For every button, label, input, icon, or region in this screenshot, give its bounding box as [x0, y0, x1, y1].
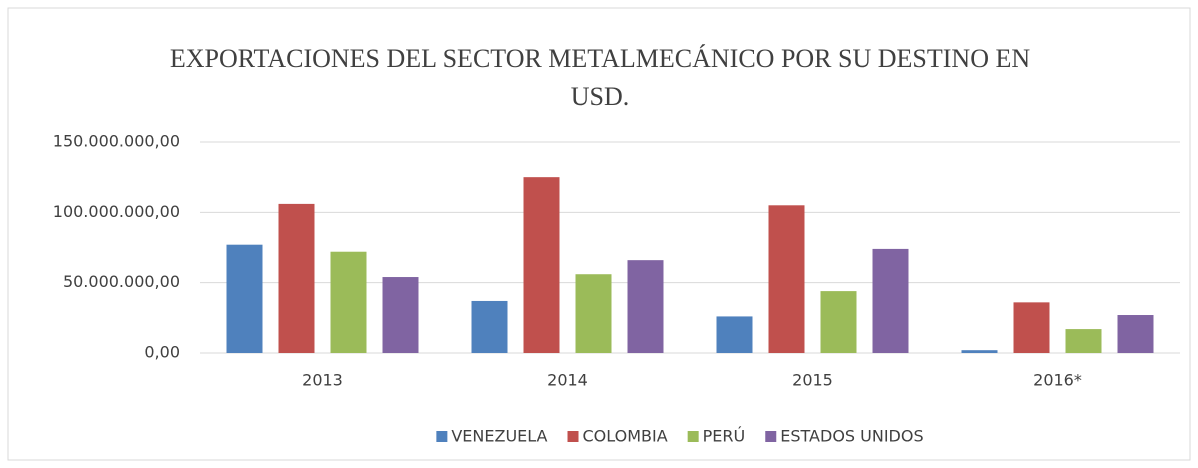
bar	[872, 248, 909, 353]
bar	[1117, 315, 1154, 353]
bar	[768, 205, 805, 353]
bar	[330, 251, 367, 353]
y-tick-label: 50.000.000,00	[63, 272, 180, 291]
legend-swatch	[436, 431, 448, 442]
bar	[523, 177, 560, 353]
legend-swatch	[687, 431, 699, 442]
bar	[1065, 329, 1102, 353]
bar	[1013, 302, 1050, 353]
y-tick-label: 0,00	[144, 343, 180, 362]
bar	[961, 350, 998, 353]
y-tick-label: 100.000.000,00	[53, 202, 180, 221]
legend-label: COLOMBIA	[583, 427, 668, 446]
bar	[716, 316, 753, 353]
x-tick-label: 2013	[302, 371, 343, 390]
legend-swatch	[765, 431, 777, 442]
x-tick-label: 2016*	[1033, 371, 1082, 390]
bar	[226, 244, 263, 353]
chart-title: EXPORTACIONES DEL SECTOR METALMECÁNICO P…	[169, 44, 1031, 111]
legend-label: ESTADOS UNIDOS	[780, 427, 923, 446]
chart-border	[7, 7, 1191, 461]
x-tick-label: 2014	[547, 371, 588, 390]
legend-label: PERÚ	[703, 427, 746, 446]
x-tick-label: 2015	[792, 371, 833, 390]
y-tick-label: 150.000.000,00	[53, 132, 180, 151]
bar	[627, 260, 664, 353]
legend-swatch	[567, 431, 579, 442]
bar	[471, 300, 508, 353]
bar	[278, 203, 315, 353]
bar	[575, 274, 612, 353]
bar	[820, 291, 857, 353]
legend-label: VENEZUELA	[451, 427, 547, 446]
bar	[382, 277, 419, 353]
